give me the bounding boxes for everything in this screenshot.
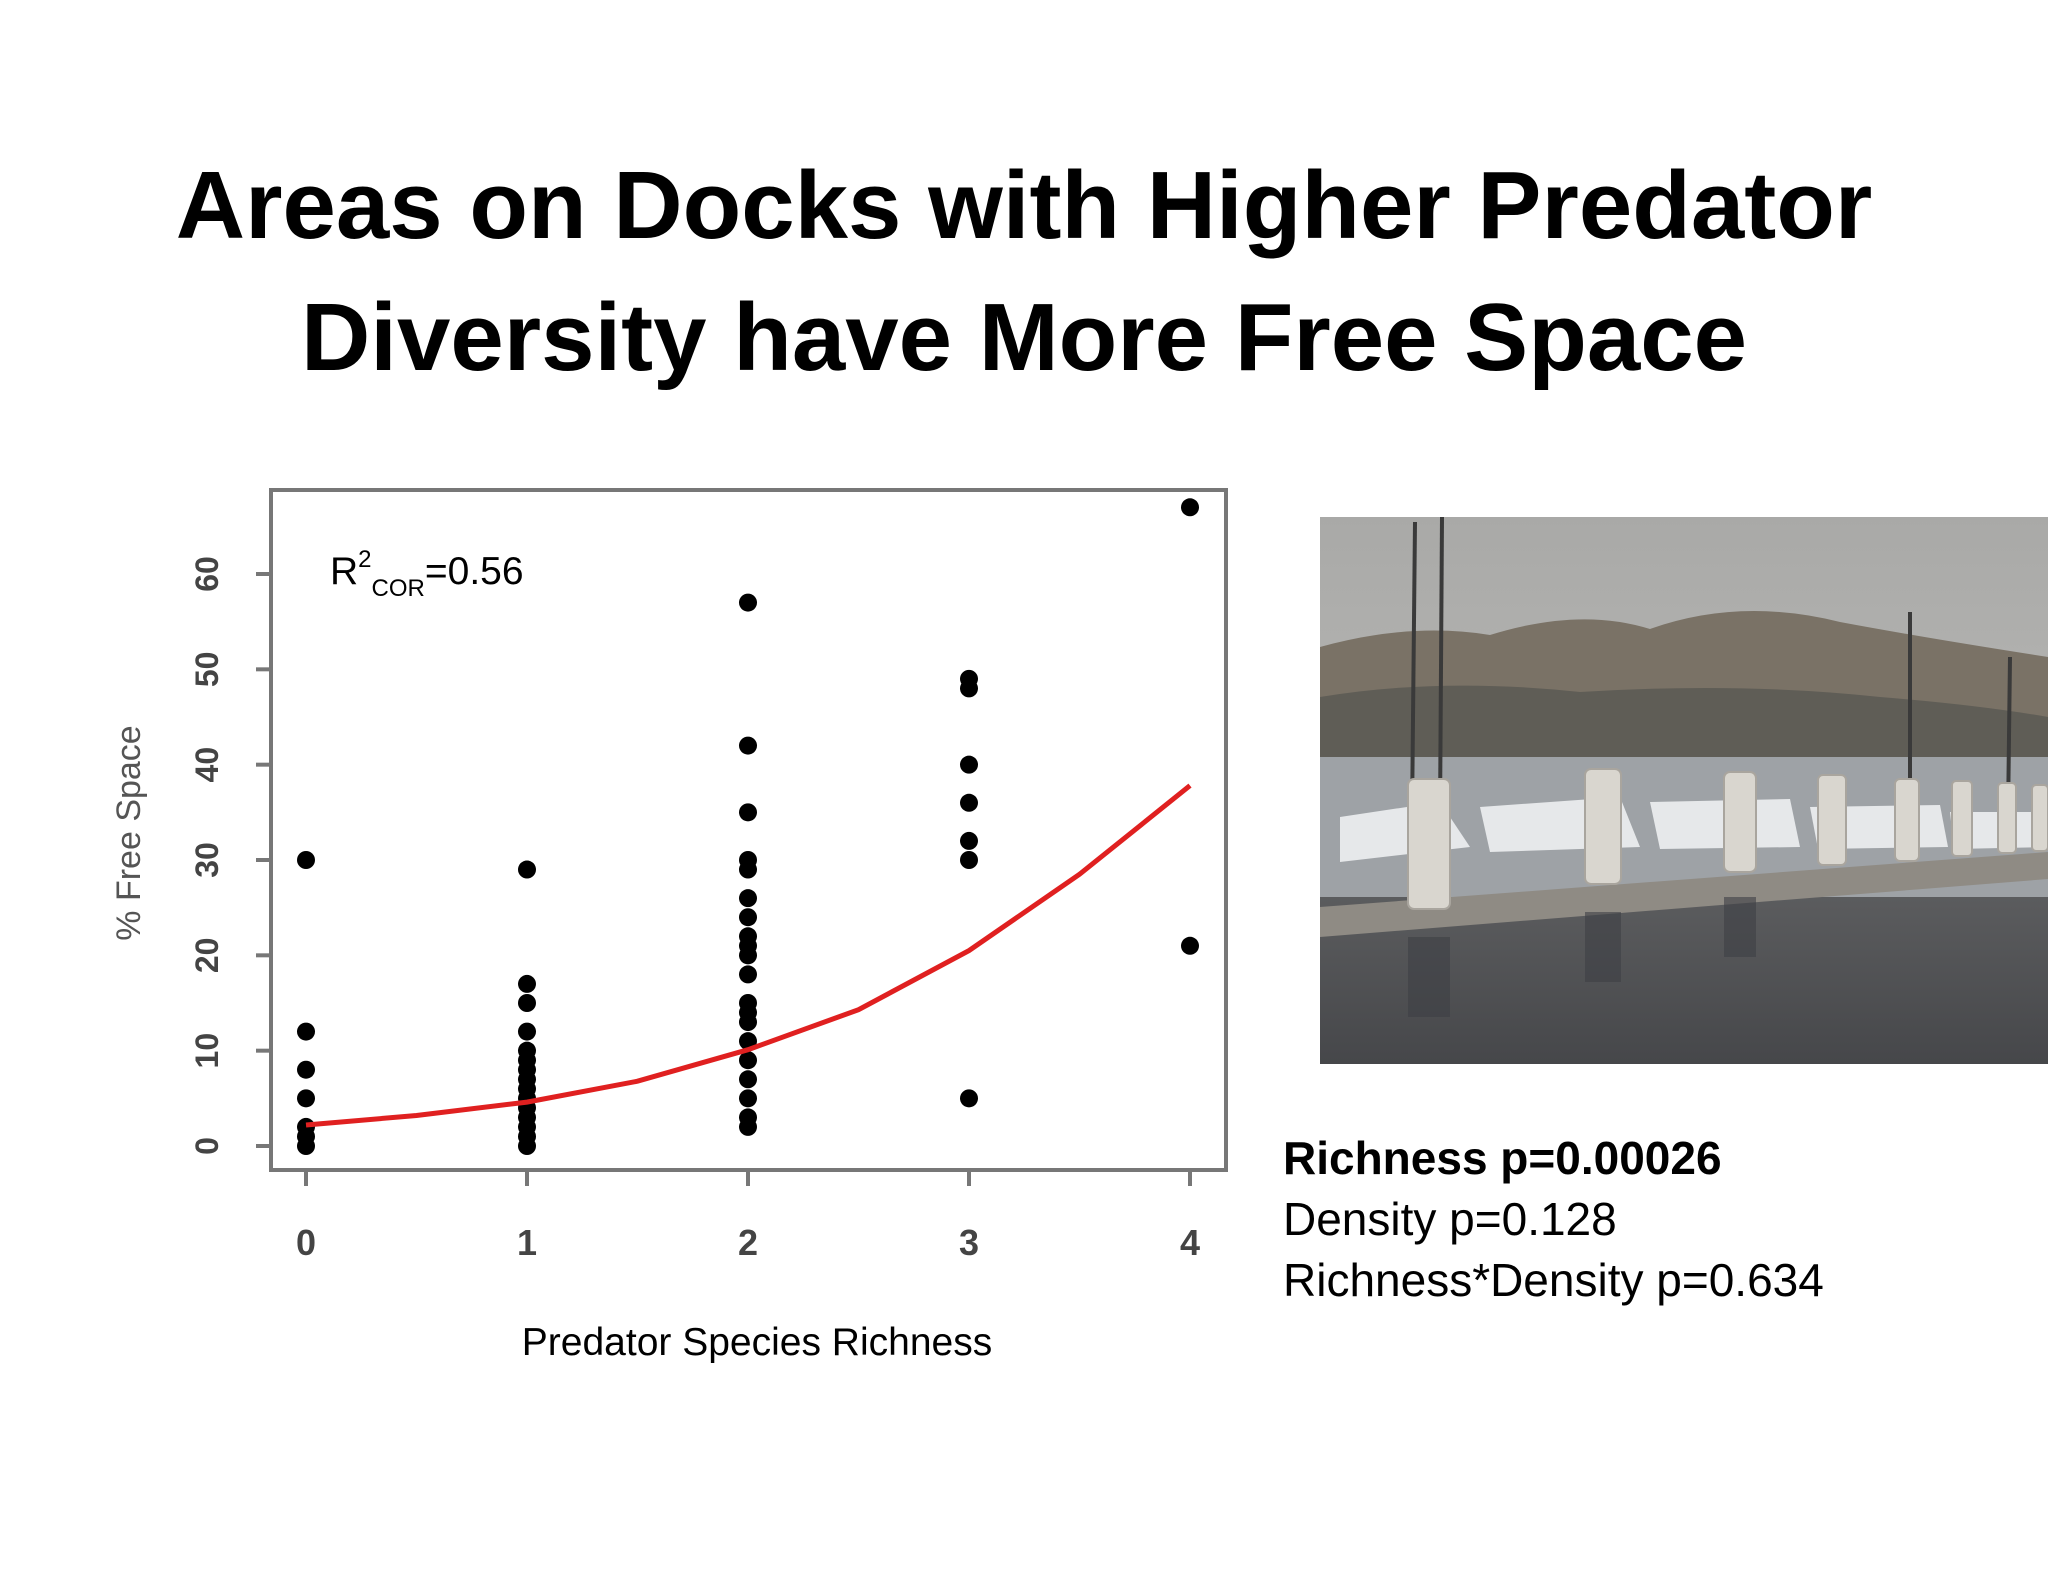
data-point	[1181, 498, 1199, 517]
y-tick-label: 0	[189, 1137, 225, 1155]
marina-photo	[1320, 517, 2048, 1064]
richness-p-value: Richness p=0.00026	[1283, 1132, 1722, 1184]
data-point	[518, 1137, 536, 1155]
data-point	[960, 851, 978, 869]
y-tick-label: 30	[189, 842, 225, 878]
y-tick-label: 40	[189, 747, 225, 783]
data-point	[960, 1089, 978, 1108]
data-point	[739, 908, 757, 927]
x-axis-label: Predator Species Richness	[522, 1321, 992, 1364]
r-squared-annotation: R2COR=0.56	[330, 546, 524, 602]
statistics-panel: Richness p=0.00026 Density p=0.128 Richn…	[1283, 1128, 1824, 1311]
x-tick-label: 1	[517, 1222, 537, 1263]
data-point	[960, 755, 978, 774]
data-point	[518, 1022, 536, 1041]
data-point	[739, 736, 757, 755]
y-tick-label: 10	[189, 1033, 225, 1069]
data-point	[739, 1013, 757, 1032]
data-point	[739, 593, 757, 612]
data-point	[518, 974, 536, 993]
data-point	[1181, 936, 1199, 955]
x-tick-label: 3	[959, 1222, 979, 1263]
r-squared-sub: COR	[372, 575, 425, 602]
data-point	[518, 994, 536, 1012]
data-point	[960, 831, 978, 850]
data-point	[960, 793, 978, 812]
density-p-value: Density p=0.128	[1283, 1193, 1617, 1245]
scatter-plot: 0 10 20 30 40 50 60 0 1 2 3 4 % Free Space Predato…	[110, 488, 1228, 1364]
y-tick-label: 20	[189, 938, 225, 974]
r-squared-sup: 2	[358, 546, 371, 573]
data-point	[297, 1137, 315, 1155]
data-point	[739, 1070, 757, 1089]
x-tick-label: 4	[1180, 1222, 1200, 1263]
data-point	[297, 851, 315, 869]
data-point	[739, 1117, 757, 1136]
y-tick-label: 60	[189, 556, 225, 592]
slide-title: Areas on Docks with Higher Predator Dive…	[0, 140, 2048, 404]
data-point	[739, 1051, 757, 1070]
slide-title-line-2: Diversity have More Free Space	[300, 284, 1748, 391]
r-squared-value: =0.56	[425, 550, 524, 593]
data-point	[297, 1060, 315, 1079]
data-point	[739, 1089, 757, 1108]
data-point	[297, 1089, 315, 1108]
slide-title-line-1: Areas on Docks with Higher Predator	[175, 152, 1873, 259]
r-squared-base: R	[330, 550, 358, 593]
data-point	[739, 965, 757, 984]
x-axis: 0 1 2 3 4	[296, 1168, 1200, 1263]
fit-curve	[305, 783, 1192, 1128]
data-point	[739, 889, 757, 908]
data-point	[739, 803, 757, 822]
x-tick-label: 0	[296, 1222, 316, 1263]
data-point	[739, 946, 757, 965]
x-tick-label: 2	[738, 1222, 758, 1263]
data-point	[960, 679, 978, 698]
y-axis-label: % Free Space	[110, 725, 148, 940]
data-point	[297, 1022, 315, 1041]
data-point	[518, 860, 536, 879]
y-axis: 0 10 20 30 40 50 60	[189, 556, 273, 1155]
data-points	[297, 498, 1199, 1155]
y-tick-label: 50	[189, 652, 225, 688]
interaction-p-value: Richness*Density p=0.634	[1283, 1254, 1824, 1306]
data-point	[739, 860, 757, 879]
